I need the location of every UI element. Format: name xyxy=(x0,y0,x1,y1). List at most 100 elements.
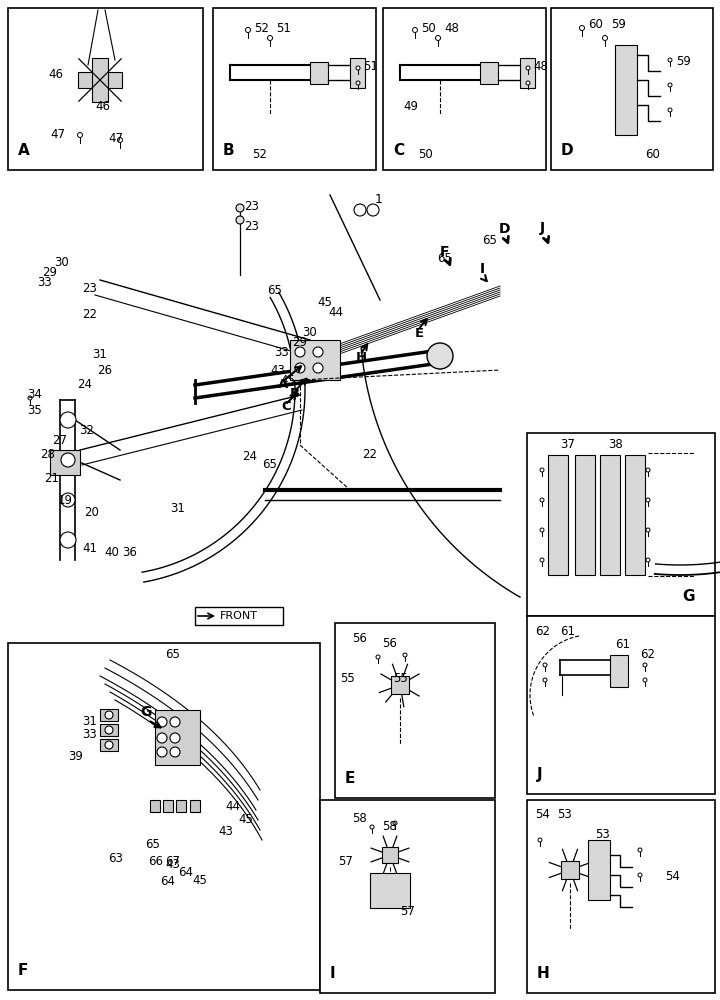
Text: E: E xyxy=(415,327,424,340)
Text: 52: 52 xyxy=(252,148,267,161)
Circle shape xyxy=(580,25,585,30)
Text: 47: 47 xyxy=(108,132,123,145)
Bar xyxy=(391,676,409,694)
Text: 61: 61 xyxy=(560,625,575,638)
Circle shape xyxy=(170,717,180,727)
Text: 65: 65 xyxy=(263,458,277,472)
Text: 35: 35 xyxy=(27,404,42,417)
Circle shape xyxy=(117,137,122,142)
Bar xyxy=(610,655,628,687)
Text: E: E xyxy=(345,771,356,786)
Text: G: G xyxy=(683,589,695,604)
Text: 65: 65 xyxy=(438,251,452,264)
Text: 66: 66 xyxy=(148,855,163,868)
Circle shape xyxy=(236,216,244,224)
Circle shape xyxy=(638,873,642,877)
Text: 65: 65 xyxy=(482,233,498,246)
Circle shape xyxy=(157,733,167,743)
Circle shape xyxy=(170,733,180,743)
Text: 45: 45 xyxy=(318,296,333,308)
Bar xyxy=(163,800,173,812)
Circle shape xyxy=(436,35,441,40)
Bar xyxy=(548,455,568,575)
Circle shape xyxy=(313,347,323,357)
Text: 31: 31 xyxy=(82,715,97,728)
Circle shape xyxy=(61,493,75,507)
Text: 51: 51 xyxy=(276,22,291,35)
Text: 33: 33 xyxy=(274,346,289,359)
Text: 20: 20 xyxy=(84,506,99,518)
Text: 33: 33 xyxy=(82,728,96,741)
Text: 48: 48 xyxy=(444,22,459,35)
Text: 59: 59 xyxy=(676,55,691,68)
Circle shape xyxy=(543,663,547,667)
Circle shape xyxy=(236,204,244,212)
Circle shape xyxy=(643,663,647,667)
Text: 65: 65 xyxy=(165,648,180,661)
Text: 55: 55 xyxy=(393,672,408,685)
Bar xyxy=(320,800,495,993)
Text: 32: 32 xyxy=(80,424,94,436)
Bar xyxy=(213,8,376,170)
Text: 62: 62 xyxy=(535,625,550,638)
Circle shape xyxy=(413,27,418,32)
Circle shape xyxy=(356,81,360,85)
Text: 41: 41 xyxy=(83,542,97,554)
Text: 40: 40 xyxy=(104,546,120,560)
Text: 55: 55 xyxy=(340,672,355,685)
Circle shape xyxy=(526,66,530,70)
Text: 46: 46 xyxy=(48,68,63,81)
Bar xyxy=(150,800,160,812)
Circle shape xyxy=(105,726,113,734)
Bar xyxy=(600,455,620,575)
Text: D: D xyxy=(499,222,510,236)
Circle shape xyxy=(295,363,305,373)
Text: 49: 49 xyxy=(403,100,418,113)
Text: 23: 23 xyxy=(244,200,259,213)
Text: 57: 57 xyxy=(400,905,415,918)
Circle shape xyxy=(367,204,379,216)
Text: 65: 65 xyxy=(145,838,160,851)
Text: 45: 45 xyxy=(281,373,295,386)
Bar xyxy=(8,8,203,170)
Text: 34: 34 xyxy=(27,388,42,401)
Circle shape xyxy=(427,343,453,369)
Bar xyxy=(8,643,320,990)
Circle shape xyxy=(246,27,251,32)
Text: 38: 38 xyxy=(608,438,623,451)
Text: 58: 58 xyxy=(382,820,397,833)
Circle shape xyxy=(370,825,374,829)
Bar xyxy=(383,8,546,170)
Circle shape xyxy=(668,83,672,87)
Text: 21: 21 xyxy=(45,472,60,485)
Circle shape xyxy=(157,747,167,757)
Text: 31: 31 xyxy=(93,349,107,361)
Text: A: A xyxy=(278,378,288,391)
Text: 23: 23 xyxy=(244,220,259,233)
Circle shape xyxy=(157,717,167,727)
Circle shape xyxy=(603,35,608,40)
Text: 51: 51 xyxy=(363,60,378,73)
Bar xyxy=(100,739,118,751)
Text: 46: 46 xyxy=(95,100,110,113)
Circle shape xyxy=(540,468,544,472)
Text: 1: 1 xyxy=(375,193,383,206)
Text: 48: 48 xyxy=(533,60,548,73)
Bar xyxy=(370,873,410,908)
Text: 52: 52 xyxy=(254,22,269,35)
Text: 36: 36 xyxy=(122,546,138,560)
Bar xyxy=(78,72,122,88)
Bar xyxy=(527,616,715,794)
Circle shape xyxy=(105,741,113,749)
Text: G: G xyxy=(140,705,151,719)
Text: 24: 24 xyxy=(78,378,92,391)
Text: 54: 54 xyxy=(665,870,680,883)
Text: F: F xyxy=(440,245,449,259)
Text: 43: 43 xyxy=(218,825,233,838)
Bar xyxy=(92,58,108,102)
Circle shape xyxy=(60,412,76,428)
Text: 58: 58 xyxy=(352,812,366,825)
Circle shape xyxy=(170,747,180,757)
Text: 67: 67 xyxy=(165,855,180,868)
Text: 43: 43 xyxy=(271,363,285,376)
